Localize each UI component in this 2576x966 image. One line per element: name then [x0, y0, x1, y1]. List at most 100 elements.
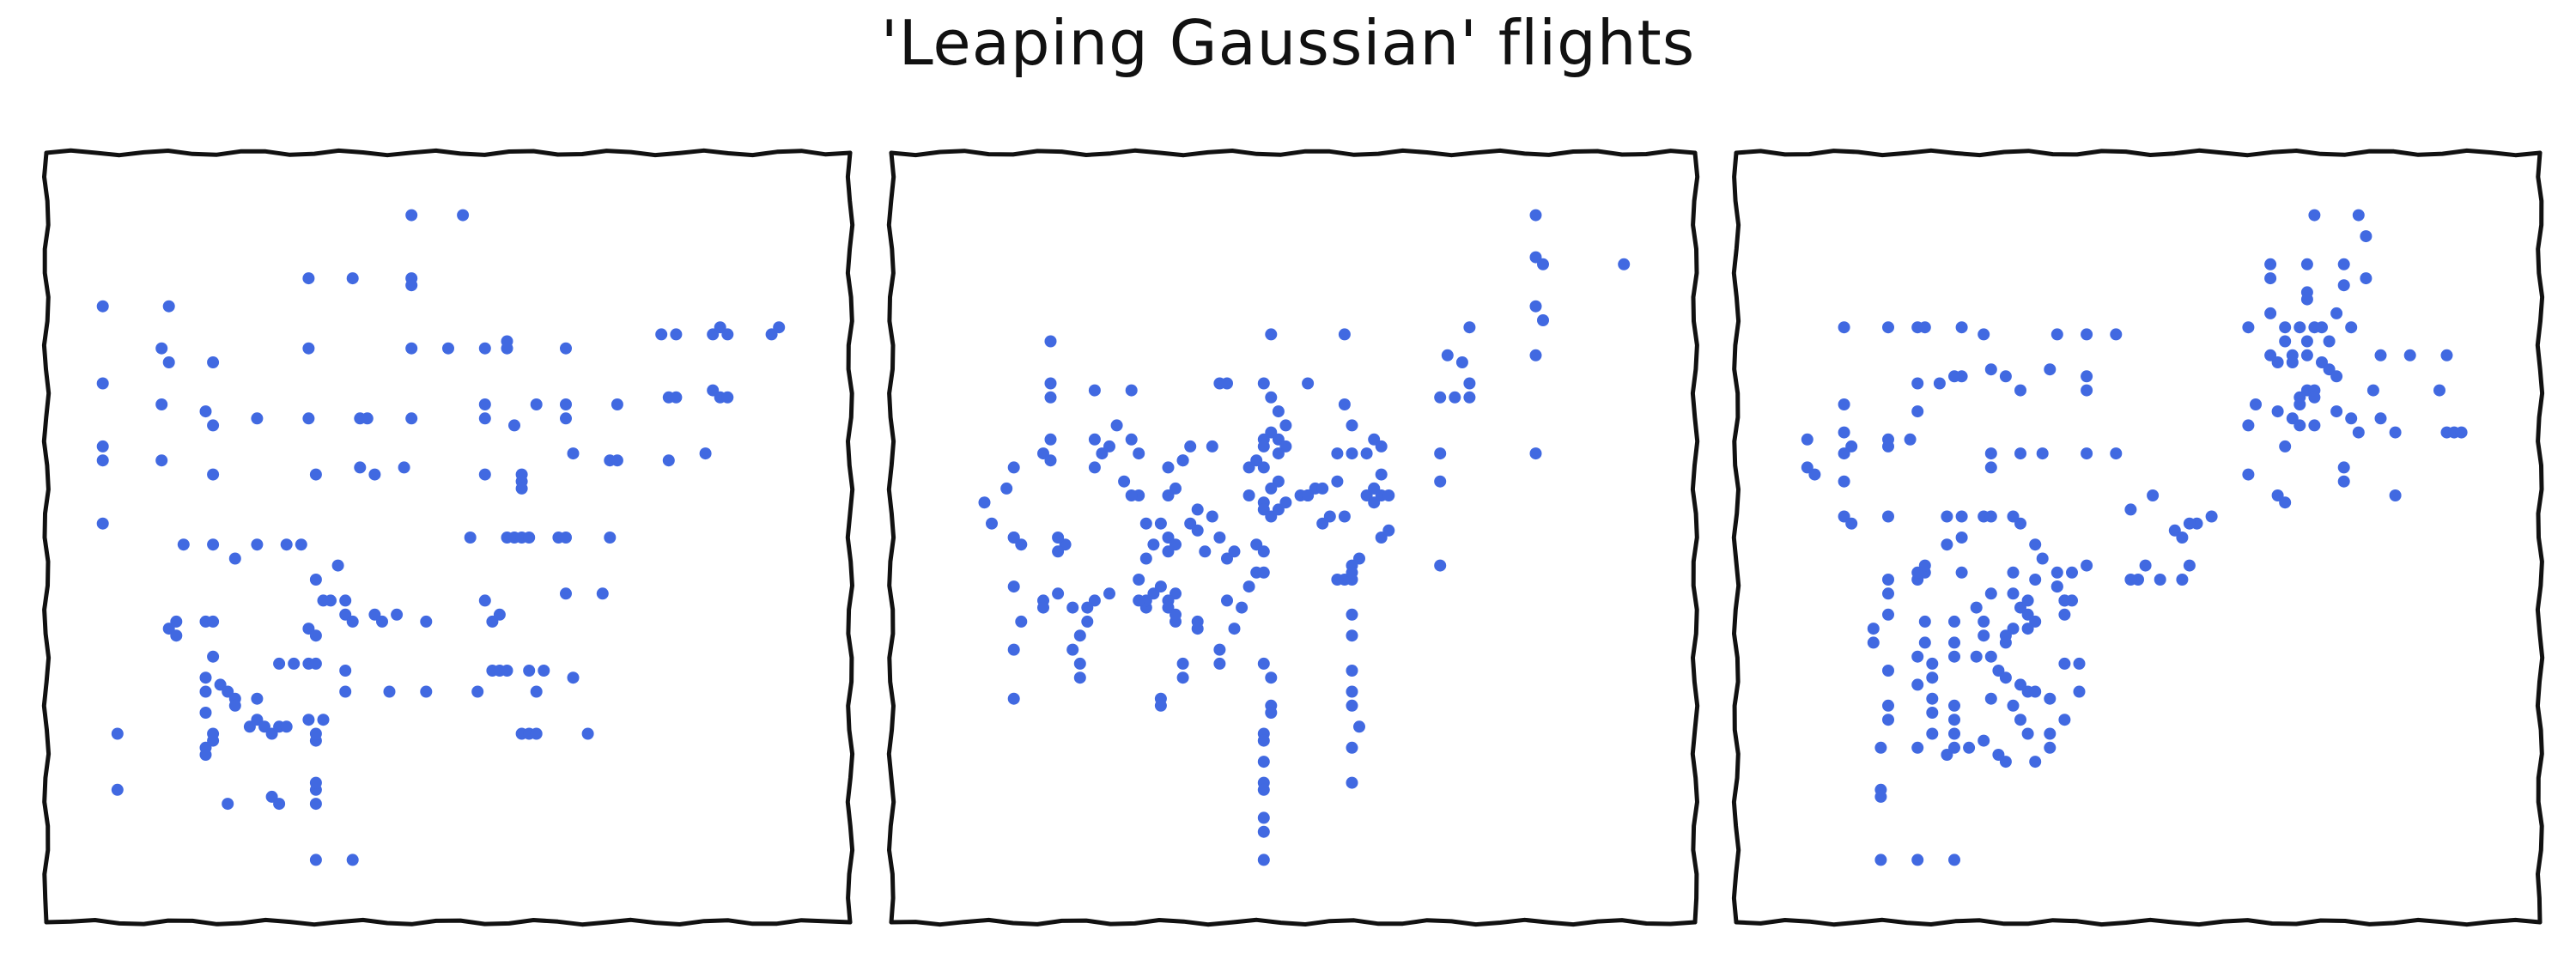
data-point — [309, 776, 322, 789]
data-point — [228, 552, 241, 565]
data-point — [2183, 559, 2196, 572]
data-point — [2014, 384, 2026, 397]
data-point — [1955, 321, 1968, 334]
data-point — [2264, 258, 2277, 270]
data-point — [155, 454, 168, 467]
data-point — [1103, 440, 1115, 453]
data-point — [1052, 587, 1065, 600]
data-point — [2081, 370, 2093, 383]
data-point — [1125, 433, 1138, 446]
data-point — [280, 720, 293, 733]
data-point — [1808, 468, 1821, 481]
data-point — [1007, 692, 1020, 705]
data-point — [1984, 650, 1997, 663]
data-point — [2308, 419, 2321, 432]
data-point — [1978, 629, 1990, 642]
data-point — [1088, 384, 1101, 397]
data-point — [1346, 665, 1358, 677]
data-point — [309, 629, 322, 642]
data-point — [2300, 349, 2313, 361]
data-point — [302, 342, 315, 355]
data-point — [1978, 615, 1990, 628]
data-point — [2110, 328, 2123, 341]
data-point — [1360, 447, 1373, 460]
data-point — [199, 671, 212, 684]
data-point — [1272, 405, 1285, 418]
data-point — [1073, 629, 1086, 642]
data-point — [1941, 510, 1953, 523]
data-point — [1242, 489, 1255, 501]
data-point — [96, 377, 109, 390]
data-point — [1838, 426, 1850, 439]
data-point — [1948, 854, 1960, 866]
data-point — [405, 279, 418, 292]
data-point — [368, 468, 381, 481]
data-point — [560, 412, 572, 425]
data-point — [1139, 517, 1152, 530]
data-point — [1191, 623, 1204, 635]
data-point — [1213, 532, 1226, 544]
data-point — [1978, 328, 1990, 341]
data-point — [1375, 440, 1388, 453]
data-point — [1382, 524, 1395, 537]
data-point — [2058, 594, 2071, 607]
data-point — [1955, 566, 1968, 579]
data-point — [478, 468, 491, 481]
data-point — [1213, 643, 1226, 656]
data-point — [2242, 419, 2255, 432]
data-point — [1044, 454, 1057, 467]
data-point — [604, 532, 617, 544]
data-point — [162, 300, 175, 313]
data-point — [2374, 349, 2387, 361]
data-point — [1874, 790, 1887, 803]
data-point — [302, 272, 315, 285]
data-point — [1529, 447, 1542, 460]
frame-top — [889, 148, 1698, 158]
data-point — [2300, 335, 2313, 348]
data-point — [596, 587, 609, 600]
data-point — [1257, 854, 1270, 866]
data-point — [2330, 307, 2343, 319]
data-point — [1449, 391, 1461, 404]
data-point — [1015, 615, 1028, 628]
data-point — [280, 538, 293, 551]
data-point — [1999, 671, 2012, 684]
data-point — [2183, 517, 2196, 530]
data-point — [515, 482, 528, 495]
data-point — [1125, 384, 1138, 397]
data-point — [508, 419, 520, 432]
data-point — [2337, 258, 2350, 270]
data-point — [2007, 510, 2020, 523]
frame-right — [845, 150, 855, 925]
data-point — [2073, 657, 2086, 670]
data-point — [2337, 475, 2350, 488]
data-point — [2081, 447, 2093, 460]
data-point — [1015, 538, 1028, 551]
data-point — [1044, 335, 1057, 348]
data-point — [2264, 307, 2277, 319]
data-point — [1984, 692, 1997, 705]
data-point — [2036, 552, 2049, 565]
data-point — [1867, 636, 1880, 649]
data-point — [1191, 524, 1204, 537]
data-point — [2330, 370, 2343, 383]
data-point — [478, 398, 491, 410]
data-point — [155, 342, 168, 355]
data-point — [2029, 756, 2042, 769]
data-point — [1382, 489, 1395, 501]
data-point — [1346, 776, 1358, 789]
data-point — [721, 391, 734, 404]
data-point — [1926, 707, 1939, 719]
data-point — [1000, 482, 1013, 495]
data-point — [471, 685, 484, 698]
data-point — [1228, 545, 1241, 558]
data-point — [331, 559, 344, 572]
data-point — [2308, 391, 2321, 404]
data-point — [1265, 671, 1278, 684]
data-point — [309, 727, 322, 740]
data-point — [560, 342, 572, 355]
frame-bottom — [1734, 917, 2543, 927]
frame-left — [886, 150, 896, 925]
data-point — [111, 727, 124, 740]
data-point — [2081, 328, 2093, 341]
